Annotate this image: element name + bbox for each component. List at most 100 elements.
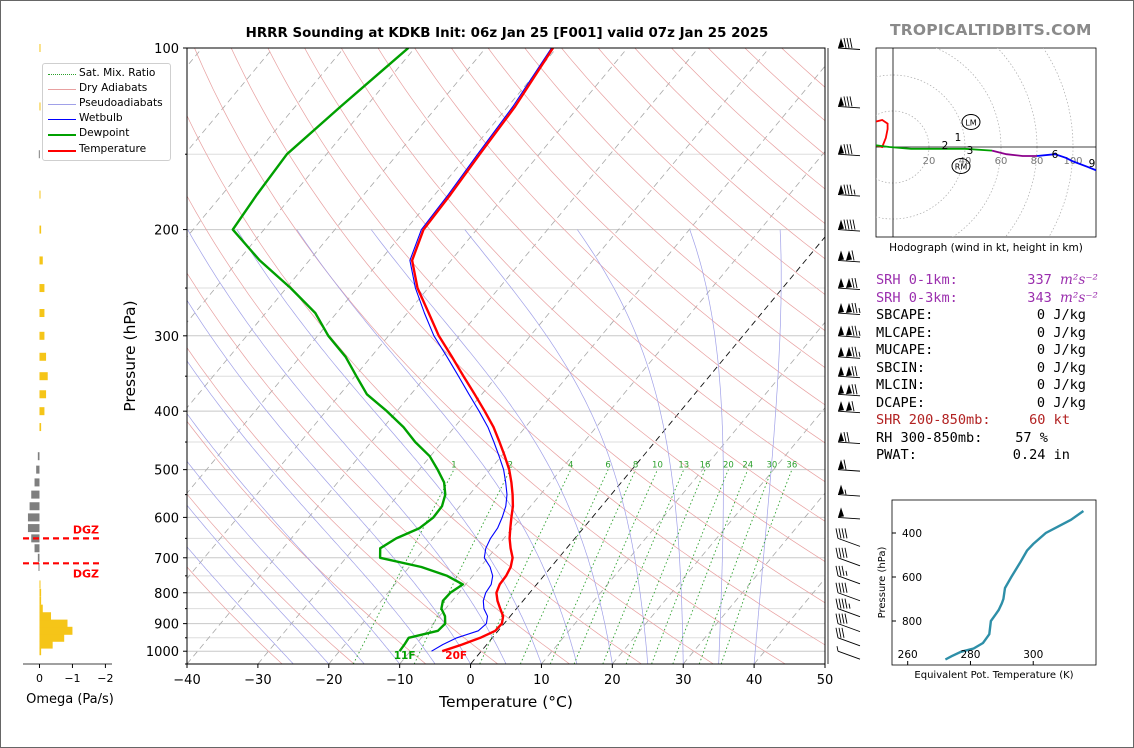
y-tick-label: 400	[154, 405, 179, 420]
legend-label: Dewpoint	[79, 127, 130, 139]
omega-bar	[39, 225, 42, 234]
dry-adiabat	[230, 48, 825, 646]
hodograph-frame	[875, 47, 1097, 238]
wind-barb	[837, 459, 861, 472]
series-wetbulb-line	[409, 48, 552, 652]
param-row: DCAPE: 0 J/kg	[876, 395, 1106, 413]
y-tick-label: 900	[154, 618, 179, 633]
mixing-ratio-line	[672, 469, 749, 664]
pseudoadiabat	[753, 229, 782, 664]
param-label: SBCIN:	[876, 359, 926, 376]
omega-x-tick-label: 0	[36, 672, 43, 685]
mixing-ratio-label: 13	[678, 461, 689, 471]
hodograph-ring-label: 40	[959, 156, 972, 167]
omega-bar	[39, 407, 45, 416]
y-tick-label: 800	[154, 587, 179, 602]
legend-swatch	[48, 119, 76, 120]
mixing-ratio-label: 20	[723, 461, 734, 471]
dry-adiabat	[187, 272, 570, 664]
legend-swatch	[48, 134, 76, 136]
omega-bar	[39, 588, 42, 597]
omega-bar	[39, 331, 45, 340]
param-row: SRH 0-1km: 337 m²s⁻²	[876, 272, 1106, 290]
legend-label: Wetbulb	[79, 112, 123, 124]
dry-adiabat	[187, 493, 355, 664]
x-tick-label: −30	[244, 673, 271, 688]
x-tick-label: 10	[533, 673, 550, 688]
y-tick-label: 500	[154, 464, 179, 479]
omega-bar	[34, 478, 40, 487]
param-value: 0 J/kg	[1036, 307, 1086, 323]
wind-barb	[835, 598, 861, 618]
hodograph-trace	[1036, 153, 1096, 172]
pseudoadiabat	[187, 299, 471, 664]
dry-adiabat	[707, 48, 825, 156]
param-label: MUCAPE:	[876, 342, 934, 358]
legend-label: Pseudoadiabats	[79, 97, 163, 109]
wind-barb	[835, 613, 861, 633]
wind-barb	[837, 277, 861, 290]
hodograph-rm-label: RM	[955, 163, 968, 172]
wind-barb	[835, 627, 861, 647]
dry-adiabat	[340, 48, 825, 522]
dry-adiabat	[267, 48, 825, 604]
parameter-panel: SRH 0-1km: 337 m²s⁻² SRH 0-3km: 343 m²s⁻² …	[876, 272, 1106, 465]
omega-bar	[38, 150, 40, 159]
hodograph-height-label: 1	[955, 132, 962, 144]
hodograph-rm-marker	[951, 158, 971, 174]
hodograph-trace	[991, 149, 1037, 157]
wind-barb	[837, 144, 861, 157]
wind-barb	[837, 384, 861, 397]
wind-barb	[835, 547, 861, 567]
series-temperature-line	[410, 48, 555, 653]
isotherm-line	[257, 48, 770, 664]
series-dewpoint-line	[231, 48, 465, 652]
wind-barb	[837, 250, 861, 263]
dgz-label: DGZ	[73, 567, 99, 580]
param-label: MLCIN:	[876, 377, 926, 393]
param-label: PWAT:	[876, 447, 917, 463]
y-tick-label: 600	[154, 511, 179, 526]
theta-e-y-tick-label: 400	[902, 528, 922, 540]
theta-e-y-tick-label: 600	[902, 572, 922, 584]
omega-bar	[31, 490, 40, 499]
wind-barb	[837, 401, 861, 414]
isotherm-line	[187, 48, 628, 580]
param-row: SRH 0-3km: 343 m²s⁻²	[876, 290, 1106, 308]
x-axis-label: Temperature (°C)	[438, 693, 573, 711]
x-tick-label: −20	[315, 673, 342, 688]
omega-bar	[39, 640, 53, 649]
hodograph-lm-label: LM	[965, 119, 976, 128]
wind-barb	[837, 37, 861, 50]
omega-bar	[34, 544, 40, 553]
param-row: MLCIN: 0 J/kg	[876, 377, 1106, 395]
omega-bar	[39, 423, 42, 432]
y-tick-label: 200	[154, 224, 179, 239]
dry-adiabat	[187, 347, 499, 664]
pseudoadiabat	[187, 460, 365, 664]
omega-bar	[27, 513, 40, 522]
dry-adiabat	[671, 48, 825, 190]
omega-bar	[39, 596, 42, 605]
pseudoadiabat	[236, 229, 542, 664]
dry-adiabat	[187, 195, 642, 664]
surface-temperature-label: 20F	[445, 650, 467, 662]
x-tick-label: −10	[386, 673, 413, 688]
legend-item-wetbulb: Wetbulb	[43, 112, 170, 126]
y-tick-label: 700	[154, 552, 179, 567]
wind-barb	[837, 431, 861, 444]
isotherm-line	[541, 321, 825, 664]
param-label: SRH 0-1km:	[876, 272, 958, 288]
dry-adiabat	[597, 48, 825, 260]
param-row: MLCAPE: 0 J/kg	[876, 325, 1106, 343]
hodograph-trace	[876, 144, 993, 152]
pseudoadiabat	[577, 229, 684, 664]
param-value: 0 J/kg	[1036, 342, 1086, 358]
theta-e-x-tick-label: 300	[1023, 649, 1043, 661]
dry-adiabat	[194, 48, 786, 664]
param-value: 0 J/kg	[1036, 324, 1086, 341]
omega-bar	[39, 256, 43, 265]
param-value: 343 m²s⁻²	[1027, 289, 1098, 306]
wind-barb	[837, 484, 861, 497]
hodograph-ring-label: 20	[923, 156, 936, 167]
